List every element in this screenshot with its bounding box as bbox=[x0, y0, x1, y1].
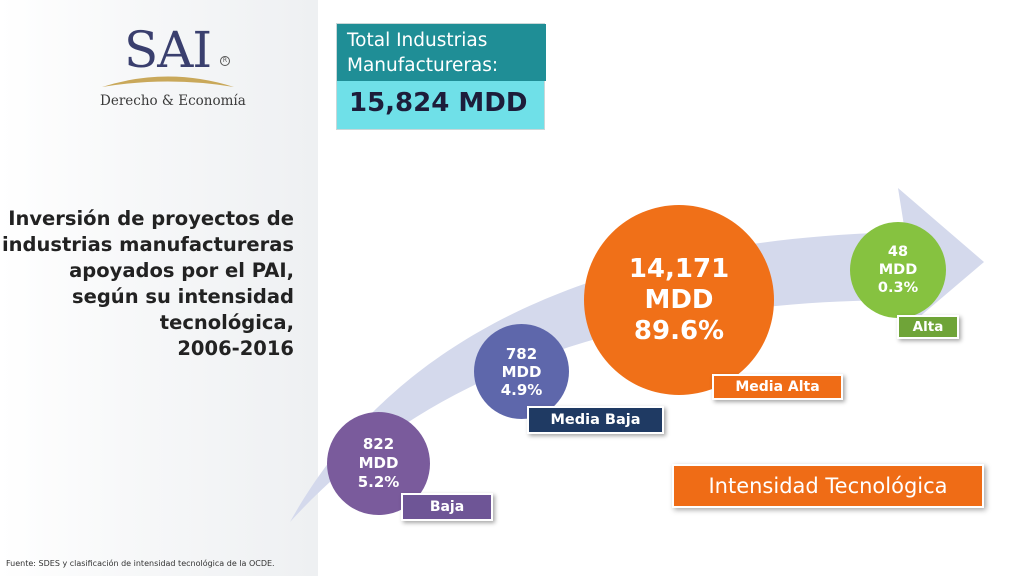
bubble-unit: MDD bbox=[501, 362, 542, 381]
bubble-share: 4.9% bbox=[500, 380, 543, 399]
bubble-amount: 14,171 bbox=[628, 253, 730, 284]
total-box: Total Industrias Manufactureras: 15,824 … bbox=[336, 23, 546, 130]
logo-subtitle: Derecho & Economía bbox=[100, 93, 246, 109]
axis-label: Intensidad Tecnológica bbox=[672, 464, 984, 508]
total-label-line: Manufactureras: bbox=[347, 55, 499, 76]
bubble-unit: MDD bbox=[644, 284, 714, 315]
source-note: Fuente: SDES y clasificación de intensid… bbox=[6, 559, 275, 568]
tag-media-baja: Media Baja bbox=[527, 406, 664, 434]
bubble-share: 89.6% bbox=[633, 315, 725, 346]
title-line: industrias manufactureras bbox=[1, 233, 294, 256]
bubble-unit: MDD bbox=[358, 454, 399, 472]
title-line: según su intensidad bbox=[72, 285, 294, 308]
tag-alta: Alta bbox=[897, 315, 959, 339]
tag-media-alta: Media Alta bbox=[712, 374, 843, 400]
bubble-media-alta: 14,171 MDD 89.6% bbox=[584, 205, 774, 395]
logo-swoosh-icon bbox=[102, 76, 234, 87]
total-label: Total Industrias Manufactureras: bbox=[337, 24, 546, 81]
chart-title: Inversión de proyectos de industrias man… bbox=[0, 206, 294, 362]
bubble-amount: 782 bbox=[505, 344, 538, 363]
bubble-media-baja: 782 MDD 4.9% bbox=[474, 324, 569, 419]
title-line: apoyados por el PAI, bbox=[69, 259, 294, 282]
bubble-unit: MDD bbox=[878, 262, 918, 278]
bubble-alta: 48 MDD 0.3% bbox=[850, 222, 946, 318]
title-line: tecnológica, bbox=[159, 311, 294, 334]
logo-brand: SAI bbox=[124, 21, 212, 79]
bubble-amount: 822 bbox=[362, 435, 395, 453]
bubble-amount: 48 bbox=[887, 244, 909, 260]
tag-baja: Baja bbox=[401, 493, 493, 521]
total-value: 15,824 MDD bbox=[349, 88, 528, 118]
bubble-share: 5.2% bbox=[357, 473, 400, 491]
title-line: Inversión de proyectos de bbox=[8, 207, 294, 230]
sai-logo: SAI R Derecho & Economía bbox=[92, 20, 260, 118]
left-panel bbox=[0, 0, 318, 576]
title-line: 2006-2016 bbox=[177, 337, 294, 360]
registered-mark: R bbox=[220, 56, 230, 66]
bubble-share: 0.3% bbox=[877, 280, 919, 296]
total-label-line: Total Industrias bbox=[347, 30, 488, 51]
